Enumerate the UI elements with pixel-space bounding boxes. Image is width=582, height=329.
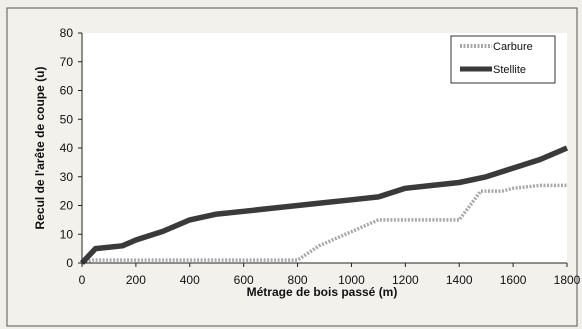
series-line-stellite [79,145,569,265]
x-tick-label: 1800 [554,273,581,287]
chart-marks [79,145,569,265]
x-tick-label: 600 [234,273,254,287]
x-tick-label: 1000 [338,273,365,287]
y-axis-label: Recul de l'arête de coupe (u) [33,67,47,230]
legend-label-carbure: Carbure [493,41,533,53]
x-tick-label: 400 [180,273,200,287]
y-tick-label: 60 [60,84,74,98]
x-axis-label: Métrage de bois passé (m) [247,285,398,299]
x-tick-label: 1600 [500,273,527,287]
y-tick-label: 50 [60,112,74,126]
legend: Carbure Stellite [450,35,556,84]
y-tick-label: 70 [60,55,74,69]
y-tick-label: 20 [60,199,74,213]
x-tick-label: 1400 [446,273,473,287]
legend-box [450,35,556,84]
y-tick-label: 30 [60,170,74,184]
x-tick-label: 1200 [392,273,419,287]
y-tick-label: 80 [60,26,74,40]
x-tick-label: 800 [288,273,308,287]
legend-label-stellite: Stellite [493,64,526,76]
series-line-carbure [81,183,567,265]
y-tick-label: 0 [66,256,73,270]
x-tick-label: 0 [79,273,86,287]
y-tick-label: 40 [60,141,74,155]
x-tick-label: 200 [126,273,146,287]
x-axis-ticks: 0 200 400 600 800 1000 1200 1400 1600 1800 [79,263,581,287]
y-tick-label: 10 [60,227,74,241]
y-axis-ticks: 0 10 20 30 40 50 60 70 80 [60,26,82,270]
